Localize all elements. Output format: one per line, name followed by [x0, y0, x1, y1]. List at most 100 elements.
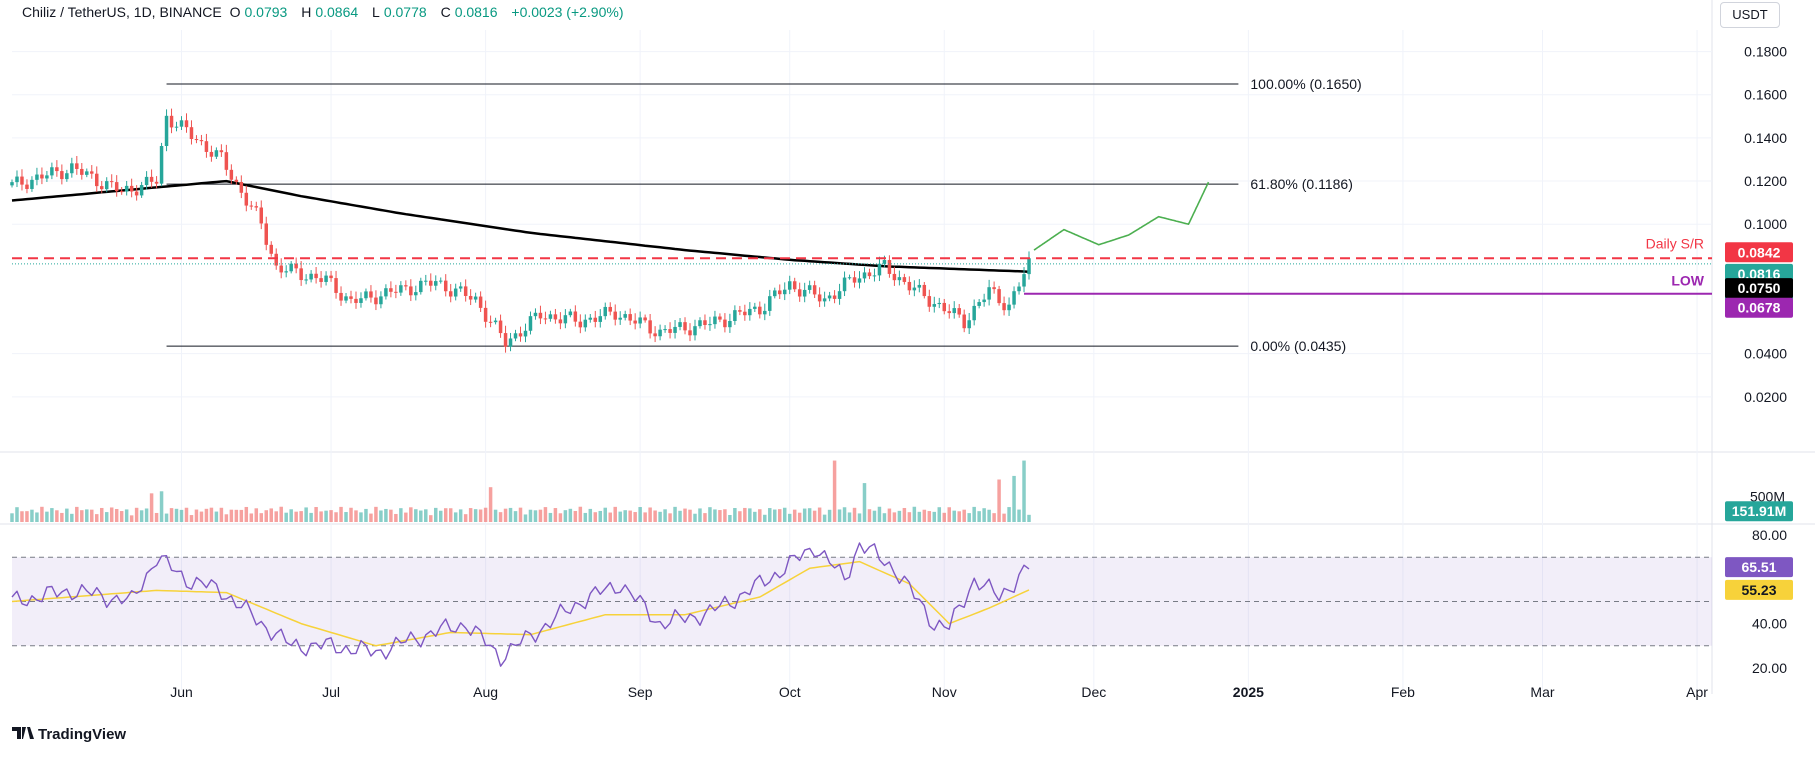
candle-body — [309, 273, 313, 280]
candle-body — [932, 304, 937, 307]
volume-bar — [184, 507, 189, 522]
date-tick-label: 2025 — [1233, 684, 1264, 700]
volume-bar — [498, 512, 503, 522]
candle-body — [748, 308, 752, 316]
volume-bar — [543, 507, 548, 522]
candle-body — [279, 265, 283, 273]
date-tick-label: Feb — [1391, 684, 1415, 700]
volume-bar — [917, 511, 922, 522]
volume-bar — [45, 511, 49, 522]
candle-body — [95, 173, 99, 187]
candle-body — [80, 168, 84, 175]
fibonacci-retracement[interactable]: 100.00% (0.1650) 61.80% (0.1186) 0.00% (0.… — [166, 76, 1362, 354]
candle-body — [429, 280, 433, 286]
candle-body — [563, 315, 568, 324]
volume-bar — [817, 507, 822, 522]
volume-bar — [174, 508, 179, 522]
volume-bar — [114, 508, 119, 522]
volume-bar — [90, 509, 94, 522]
volume-bar — [992, 513, 996, 522]
volume-bar — [713, 509, 717, 522]
volume-bar — [424, 509, 428, 522]
rsi-ma-value-box — [1725, 579, 1793, 600]
candle-body — [119, 191, 124, 193]
candle-body — [498, 320, 503, 334]
volume-bar — [229, 509, 234, 522]
volume-bar — [758, 509, 762, 522]
moving-average-line — [11, 179, 1030, 273]
volume-bar — [583, 512, 588, 522]
volume-bar — [987, 509, 991, 522]
candle-body — [414, 292, 418, 296]
volume-bar — [902, 507, 907, 522]
volume-bar — [189, 515, 194, 522]
volume-bar — [832, 460, 837, 522]
volume-bar — [947, 507, 951, 522]
candle-body — [573, 311, 578, 322]
candle-body — [797, 289, 802, 297]
volume-bar — [598, 510, 603, 522]
price-tick-label: 0.0200 — [1744, 389, 1787, 405]
low-price-tag: 0.0678 — [1738, 300, 1781, 316]
rsi-tick-label: 20.00 — [1752, 660, 1787, 676]
volume-bar — [668, 513, 672, 522]
candle-body — [578, 321, 583, 328]
candle-body — [299, 268, 303, 281]
volume-bar — [518, 507, 523, 522]
candle-body — [154, 181, 159, 184]
candle-body — [234, 179, 239, 182]
volume-bar — [434, 507, 438, 522]
candle-body — [359, 298, 363, 303]
currency-selector[interactable]: USDT — [1720, 2, 1780, 28]
candle-body — [533, 312, 538, 317]
volume-bar — [887, 508, 892, 522]
candle-body — [90, 171, 94, 174]
candle-body — [713, 316, 717, 325]
tradingview-logo[interactable]: TradingView — [12, 726, 126, 743]
high-value: 0.0864 — [315, 4, 359, 20]
volume-bar — [857, 513, 862, 522]
volume-bar — [1002, 513, 1006, 522]
candle-body — [872, 275, 877, 277]
volume-bar — [309, 512, 313, 522]
date-tick-label: Jun — [170, 684, 193, 700]
candle-body — [269, 244, 273, 254]
volume-bar — [448, 508, 453, 522]
candle-body — [603, 306, 607, 317]
volume-bar — [194, 509, 199, 522]
volume-bar — [478, 509, 483, 522]
candle-body — [518, 333, 523, 337]
volume-bar — [404, 512, 408, 522]
candle-body — [179, 120, 184, 127]
volume-bar — [638, 507, 642, 522]
volume-bar — [1027, 514, 1031, 522]
candle-body — [837, 291, 842, 299]
volume-bar — [359, 512, 363, 522]
candle-body — [1007, 304, 1011, 311]
daily-sr-label: Daily S/R — [1646, 235, 1704, 251]
volume-bar — [279, 506, 283, 522]
candle-body — [653, 333, 657, 337]
volume-bar — [897, 510, 902, 522]
volume-tick-label: 500M — [1750, 488, 1785, 504]
volume-bar — [443, 508, 448, 522]
candle-body — [264, 223, 268, 245]
candle-body — [184, 120, 189, 128]
candle-body — [957, 308, 961, 315]
candle-body — [10, 182, 14, 186]
volume-bar — [578, 506, 583, 522]
candle-body — [488, 321, 493, 323]
candle-body — [30, 179, 34, 189]
candle-body — [703, 320, 707, 325]
volume-bar — [608, 512, 612, 522]
candle-body — [114, 182, 119, 192]
symbol-title[interactable]: Chiliz / TetherUS, 1D, BINANCE — [22, 4, 222, 20]
candle-body — [917, 284, 922, 288]
volume-bar — [65, 508, 69, 522]
candle-body — [558, 319, 563, 324]
volume-bar — [997, 479, 1001, 522]
volume-bar — [324, 510, 328, 522]
candle-body — [633, 320, 637, 324]
candle-body — [962, 314, 966, 329]
